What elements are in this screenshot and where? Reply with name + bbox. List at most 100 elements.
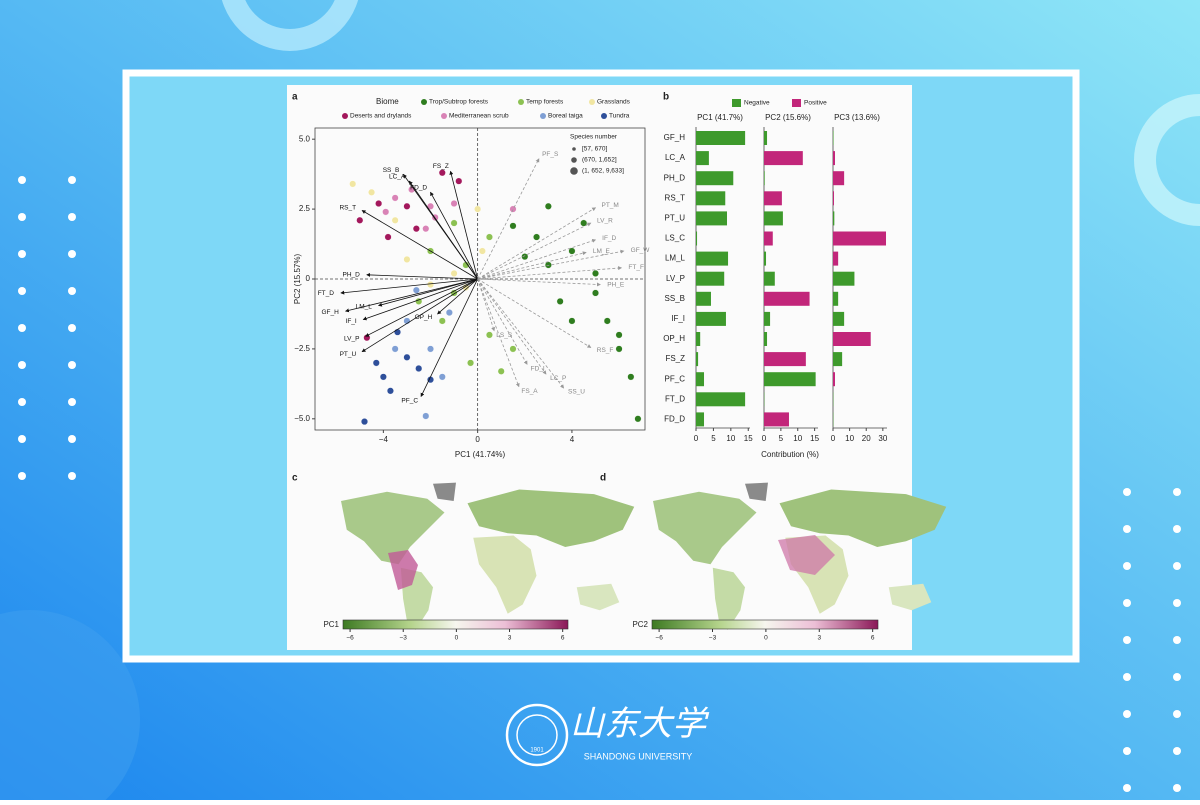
logo-name-cn: 山东大学 — [570, 705, 710, 743]
loading-label: LV_R — [597, 218, 613, 225]
x-tick-label: 15 — [810, 434, 819, 443]
colorbar-tick-label: 0 — [455, 635, 459, 642]
point — [415, 365, 422, 372]
panel-label: b — [663, 92, 669, 103]
colorbar-tick-label: 3 — [817, 635, 821, 642]
x-tick-label: 0 — [831, 434, 836, 443]
bar — [764, 292, 810, 306]
point — [427, 346, 434, 353]
point — [392, 217, 399, 224]
point — [635, 416, 642, 423]
point — [380, 374, 387, 381]
point — [474, 206, 481, 213]
bar — [764, 372, 816, 386]
point — [545, 262, 552, 269]
size-swatch — [571, 157, 577, 163]
panel-label: c — [292, 473, 298, 484]
point — [422, 413, 429, 420]
bar — [764, 131, 767, 145]
panel-label: a — [292, 92, 298, 103]
loading-label: PH_D — [343, 271, 361, 278]
point — [455, 178, 462, 185]
point — [545, 203, 552, 210]
bar — [696, 312, 726, 326]
loading-label: LM_E — [593, 248, 611, 255]
point — [451, 270, 458, 277]
point — [422, 225, 429, 232]
point — [439, 318, 446, 325]
bar — [833, 292, 838, 306]
category-label: GF_H — [664, 133, 686, 142]
loading-label: FT_F — [628, 264, 644, 271]
y-tick-label: 5.0 — [299, 134, 311, 143]
loading-label: PF_S — [542, 151, 559, 158]
category-label: LS_C — [665, 234, 685, 243]
point — [616, 332, 623, 339]
category-label: LV_P — [666, 274, 685, 283]
point — [375, 200, 382, 207]
logo-name-en: SHANDONG UNIVERSITY — [584, 751, 693, 761]
legend-swatch — [518, 99, 524, 105]
size-swatch — [570, 167, 578, 175]
category-label: OP_H — [663, 334, 685, 343]
colorbar-tick-label: −3 — [709, 635, 717, 642]
legend-swatch — [792, 99, 801, 107]
point — [628, 374, 635, 381]
colorbar-tick-label: −6 — [346, 635, 354, 642]
point — [592, 290, 599, 297]
loading-label: PT_U — [340, 351, 357, 358]
bar — [696, 131, 745, 145]
colorbar-tick-label: 3 — [508, 635, 512, 642]
loading-label: RS_F — [597, 347, 614, 354]
colorbar-tick-label: 6 — [561, 635, 565, 642]
bar — [696, 292, 711, 306]
size-legend-title: Species number — [570, 134, 618, 141]
bar — [696, 412, 704, 426]
loading-label: GF_W — [631, 247, 651, 254]
point — [404, 256, 411, 263]
bar — [696, 232, 697, 246]
bar — [696, 352, 698, 366]
bar — [764, 272, 775, 286]
bar — [833, 332, 871, 346]
point — [356, 217, 363, 224]
legend-swatch — [342, 113, 348, 119]
point — [510, 206, 517, 213]
point — [373, 360, 380, 367]
loading-label: OP_H — [415, 314, 433, 321]
bar — [696, 252, 728, 266]
y-tick-label: 0 — [306, 274, 311, 283]
x-tick-label: 0 — [475, 435, 480, 444]
loading-label: FT_D — [318, 290, 335, 297]
bar — [696, 171, 733, 185]
bar — [696, 191, 725, 205]
point — [427, 281, 434, 288]
legend-label: Negative — [744, 100, 770, 107]
legend-swatch — [589, 99, 595, 105]
panel-label: d — [600, 473, 606, 484]
colorbar-label: PC2 — [632, 620, 648, 629]
point — [387, 388, 394, 395]
size-label: (670, 1,652] — [582, 157, 617, 164]
legend-label: Temp forests — [526, 99, 564, 106]
point — [592, 270, 599, 277]
loading-label: LC_A — [389, 174, 406, 181]
legend-swatch — [732, 99, 741, 107]
category-label: LM_L — [665, 254, 686, 263]
bar — [833, 191, 834, 205]
bar — [764, 151, 803, 165]
loading-label: GF_H — [321, 309, 339, 316]
bar — [833, 252, 838, 266]
x-tick-label: 20 — [862, 434, 871, 443]
loading-label: LC_P — [550, 375, 566, 382]
x-tick-label: 10 — [726, 434, 735, 443]
legend-label: Tundra — [609, 113, 630, 120]
panel-title: PC2 (15.6%) — [765, 113, 811, 122]
legend-label: Deserts and drylands — [350, 113, 412, 120]
point — [479, 248, 486, 255]
loading-label: PF_C — [401, 398, 418, 405]
point — [616, 346, 623, 353]
loading-label: PT_M — [601, 202, 618, 209]
loading-label: FS_A — [521, 388, 538, 395]
